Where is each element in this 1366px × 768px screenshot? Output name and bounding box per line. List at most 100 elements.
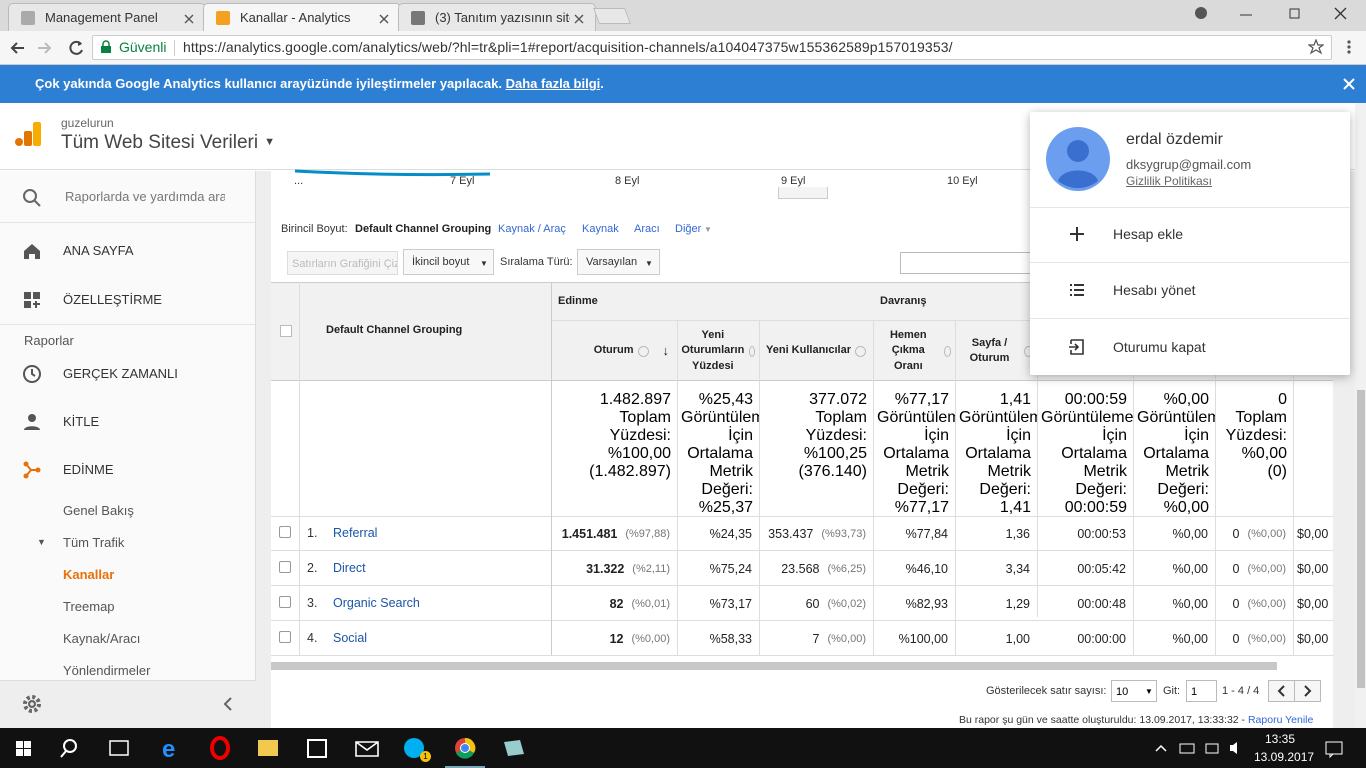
total-note: Toplam Yüzdesi: %100,00 (1.482.897): [589, 409, 671, 480]
search-input[interactable]: Raporlarda ve yardımda ara: [65, 189, 225, 204]
tab[interactable]: (3) Tanıtım yazısının sitey: [398, 3, 596, 31]
nav-item[interactable]: ANA SAYFA: [63, 243, 134, 258]
nav-item[interactable]: GERÇEK ZAMANLI: [63, 366, 178, 381]
account-action[interactable]: Hesap ekle: [1113, 226, 1184, 242]
svg-text:e: e: [162, 736, 175, 763]
help-icon: [748, 345, 755, 357]
banner-close: [1343, 77, 1355, 90]
refresh-link[interactable]: Raporu Yenile: [1247, 714, 1314, 726]
cell: %0,00: [1133, 551, 1215, 586]
goto-label: Git:: [1163, 685, 1181, 697]
total-value: 1,41: [999, 391, 1031, 408]
notifications: [1325, 740, 1343, 759]
nav-item[interactable]: ÖZELLEŞTİRME: [63, 292, 162, 307]
dim-option[interactable]: Kaynak: [582, 223, 619, 235]
table-search[interactable]: [900, 252, 1040, 274]
row-checkbox[interactable]: [279, 526, 291, 538]
total-value: %77,17: [894, 391, 949, 408]
secondary-dropdown[interactable]: İkincil boyut: [403, 249, 494, 275]
nav-page[interactable]: Yönlendirmeler: [63, 663, 151, 678]
chart-strip: [290, 165, 1030, 177]
help-icon: [943, 345, 951, 357]
tab[interactable]: Management Panel: [8, 3, 206, 31]
table-line: [271, 585, 1333, 586]
row-name[interactable]: Referral: [333, 526, 378, 540]
cell: 00:00:53: [1037, 516, 1133, 551]
tab-title: Management Panel: [45, 10, 158, 25]
cell-value: %73,17: [709, 596, 752, 611]
cell: 00:05:42: [1037, 551, 1133, 586]
dim-option[interactable]: Aracı: [634, 223, 660, 235]
nav-item[interactable]: EDİNME: [63, 462, 114, 477]
cell-percent: (%0,00): [1247, 562, 1286, 575]
rows-select[interactable]: 10: [1111, 680, 1157, 702]
chart-handle: [778, 187, 828, 199]
cell: %73,17: [677, 586, 759, 621]
row-name[interactable]: Direct: [333, 561, 366, 575]
dim-option[interactable]: Kaynak / Araç: [498, 223, 566, 235]
nav-page[interactable]: Treemap: [63, 599, 115, 614]
cell-value: %82,93: [905, 596, 948, 611]
cell-percent: (%0,00): [631, 632, 670, 645]
property-selector[interactable]: Tüm Web Sitesi Verileri ▼: [61, 132, 275, 153]
cell-value: $0,00: [1297, 631, 1329, 646]
column-header[interactable]: Yeni Kullanıcılar: [763, 322, 869, 380]
sidebar-line: [0, 222, 255, 223]
section-label: Raporlar: [24, 333, 74, 348]
table-line: [551, 320, 1333, 321]
sidebar-line: [0, 324, 255, 325]
nav-subitem[interactable]: Genel Bakış: [63, 503, 134, 518]
cell-value: 1,36: [1005, 526, 1030, 541]
row-checkbox[interactable]: [279, 631, 291, 643]
nav-page[interactable]: Kaynak/Aracı: [63, 631, 141, 646]
total-note: Görüntüleme İçin Ortalama Metrik Değeri:…: [877, 409, 955, 516]
tray: [1150, 738, 1250, 758]
new-tab[interactable]: [593, 8, 631, 24]
cell-value: %24,35: [709, 526, 752, 541]
row-checkbox[interactable]: [279, 561, 291, 573]
cell: 1,29: [955, 586, 1037, 621]
row-number: 1.: [307, 526, 318, 540]
total-value: 377.072: [809, 391, 867, 408]
sort-arrow: ↓: [662, 342, 670, 358]
header-checkbox[interactable]: [280, 325, 292, 337]
omnibox[interactable]: [92, 35, 1332, 60]
generated: Bu rapor şu gün ve saatte oluşturuldu: 1…: [959, 714, 1313, 726]
nav-item[interactable]: KİTLE: [63, 414, 100, 429]
nav-subitem[interactable]: Tüm Trafik: [63, 535, 125, 550]
total-value: %0,00: [1163, 391, 1209, 408]
cell: 00:00:48: [1037, 586, 1133, 621]
action-icon: [1068, 338, 1086, 356]
nav-page[interactable]: Kanallar: [63, 567, 115, 582]
row-checkbox[interactable]: [279, 596, 291, 608]
banner-text: Çok yakında Google Analytics kullanıcı a…: [35, 76, 604, 91]
account-action[interactable]: Hesabı yönet: [1113, 282, 1196, 298]
sort-dropdown[interactable]: Varsayılan: [577, 249, 660, 275]
search-icon: [22, 188, 42, 208]
dim-option[interactable]: Diğer: [675, 223, 702, 235]
cell: %46,10: [873, 551, 955, 586]
row-name[interactable]: Social: [333, 631, 368, 645]
cell: 1,00: [955, 621, 1037, 656]
table-line: [1215, 320, 1216, 655]
pager: [1268, 680, 1322, 702]
privacy-link[interactable]: Gizlilik Politikası: [1126, 174, 1213, 188]
cell-value: $0,00: [1297, 596, 1329, 611]
cell-percent: (%0,01): [631, 597, 670, 610]
row-name[interactable]: Organic Search: [333, 596, 420, 610]
select-caret: ▼: [1145, 687, 1153, 696]
clock-date: 13.09.2017: [1254, 750, 1315, 764]
cell-value: %58,33: [709, 631, 752, 646]
account-action[interactable]: Oturumu kapat: [1113, 339, 1206, 355]
column-header[interactable]: Yeni Oturumların Yüzdesi: [681, 322, 755, 380]
tab[interactable]: Kanallar - Analytics: [203, 3, 401, 31]
banner-link[interactable]: Daha fazla bilgi: [505, 76, 601, 91]
plot-button[interactable]: Satırların Grafiğini Çiz: [287, 251, 398, 275]
dim-header[interactable]: Default Channel Grouping: [326, 324, 463, 336]
table-line: [1133, 320, 1134, 655]
page-input[interactable]: 1: [1186, 680, 1217, 702]
total-cell: 00:00:59 Görüntüleme İçin Ortalama Metrik…: [1037, 381, 1133, 516]
column-header[interactable]: Oturum ↓: [555, 322, 673, 380]
column-header[interactable]: Sayfa / Oturum: [959, 322, 1033, 380]
column-header[interactable]: Hemen Çıkma Oranı: [877, 322, 951, 380]
